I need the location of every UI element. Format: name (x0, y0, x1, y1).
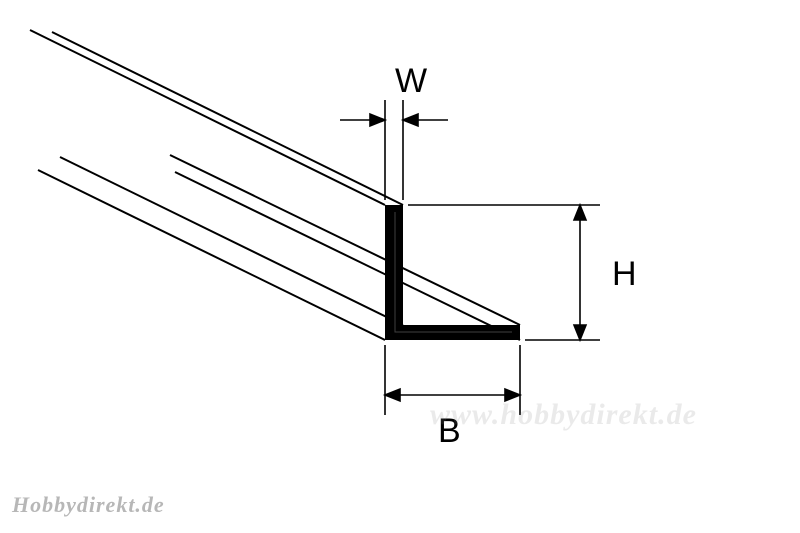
diagram-canvas: W H B www.hobbydirekt.de Hobbydirekt.de (0, 0, 800, 533)
perspective-lines (30, 30, 520, 340)
dimension-h (408, 205, 600, 340)
watermark-bottom-left: Hobbydirekt.de (12, 492, 165, 518)
dimension-w (340, 100, 448, 200)
watermark-bottom-right: www.hobbydirekt.de (430, 398, 697, 432)
label-w: W (395, 62, 427, 101)
front-face (385, 205, 520, 340)
label-h: H (612, 255, 637, 294)
